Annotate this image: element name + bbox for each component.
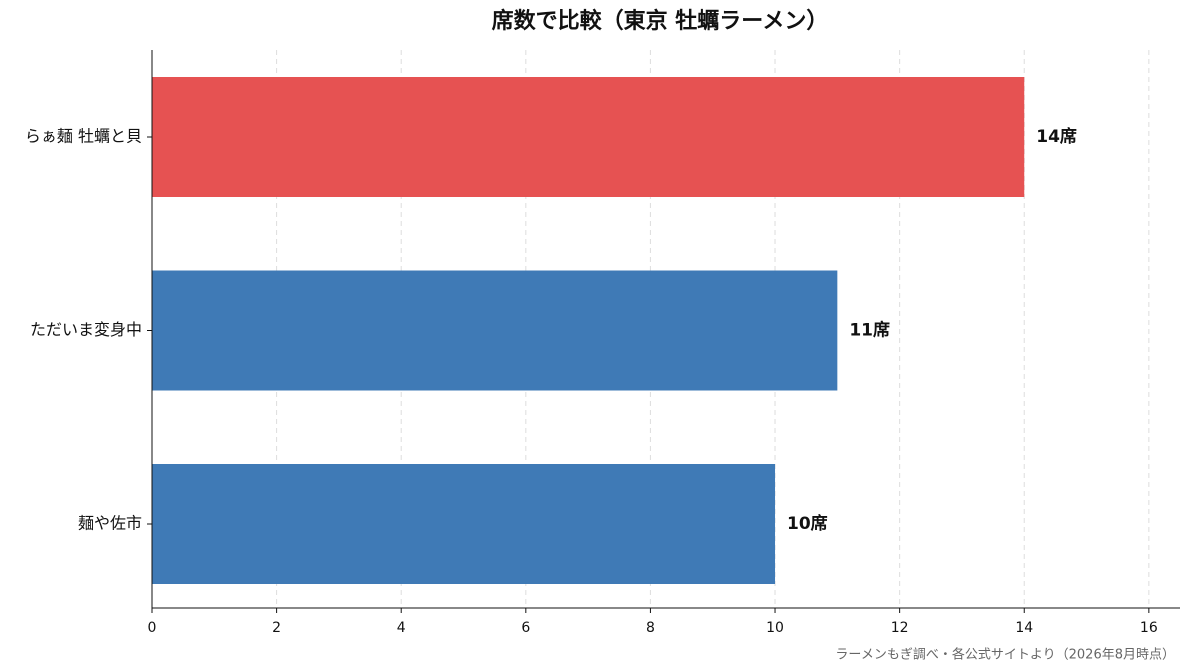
bar [152,270,838,391]
source-note: ラーメンもぎ調べ・各公式サイトより（2026年8月時点） [835,647,1175,663]
y-tick-label: ただいま変身中 [30,320,142,339]
y-tick-label: 麺や佐市 [78,514,142,533]
x-tick-label: 6 [521,620,530,636]
x-tick-label: 2 [272,620,281,636]
chart-title: 席数で比較（東京 牡蠣ラーメン） [492,8,829,34]
bar [152,464,776,584]
x-tick-label: 14 [1015,620,1033,636]
x-tick-label: 4 [397,620,406,636]
x-tick-label: 16 [1140,620,1158,636]
value-label: 11席 [849,320,890,341]
value-label: 14席 [1036,126,1077,147]
bar [152,77,1025,197]
x-tick-label: 12 [891,620,909,636]
x-tick-label: 8 [646,620,655,636]
y-tick-label: らぁ麺 牡蠣と貝 [25,127,142,146]
x-tick-label: 10 [766,620,784,636]
value-label: 10席 [787,513,828,534]
x-tick-label: 0 [148,620,157,636]
